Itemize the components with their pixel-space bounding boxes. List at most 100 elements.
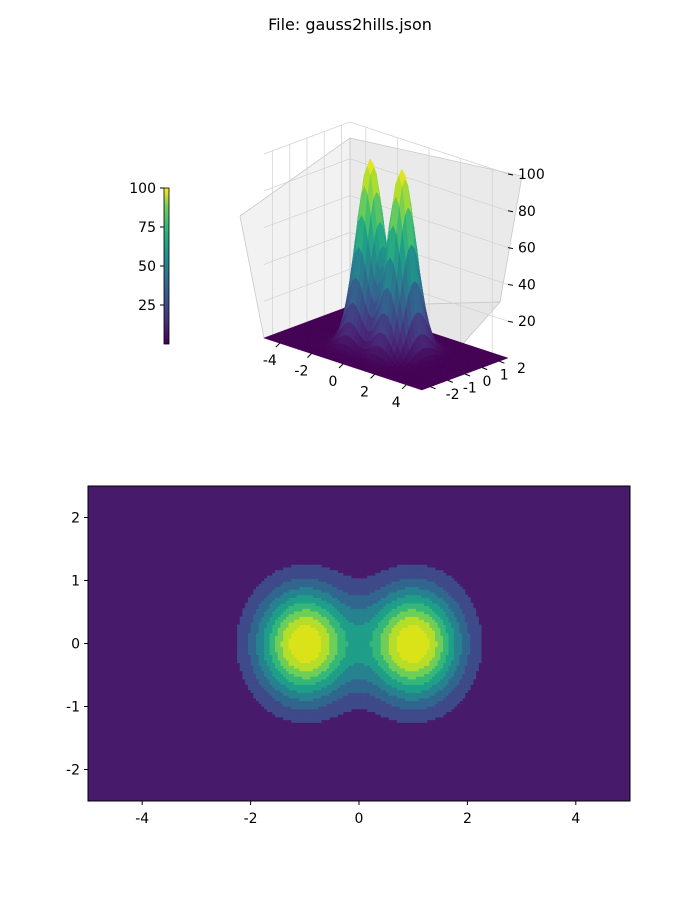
contour-cell bbox=[448, 681, 452, 685]
contour-cell bbox=[448, 632, 452, 636]
contour-cell bbox=[405, 608, 409, 612]
contour-cell bbox=[312, 692, 317, 696]
contour-cell bbox=[464, 635, 468, 639]
contour-cell bbox=[402, 678, 406, 683]
contour-cell bbox=[372, 670, 376, 674]
contour-cell bbox=[280, 684, 284, 688]
contour-cell bbox=[426, 697, 431, 702]
contour-cell bbox=[342, 665, 347, 669]
contour-cell bbox=[440, 610, 444, 615]
contour-cell bbox=[394, 616, 398, 620]
contour-cell bbox=[312, 627, 317, 631]
contour-cell bbox=[434, 665, 439, 669]
contour-cell bbox=[266, 689, 271, 693]
contour-cell bbox=[356, 659, 360, 664]
contour-cell bbox=[307, 627, 311, 631]
contour-cell bbox=[375, 686, 379, 691]
contour-cell bbox=[364, 700, 368, 704]
contour-cell bbox=[291, 684, 295, 688]
contour-cell bbox=[302, 654, 306, 658]
contour-cell bbox=[434, 711, 439, 715]
contour-cell bbox=[345, 667, 349, 672]
contour-cell bbox=[239, 638, 244, 642]
contour-cell bbox=[272, 654, 276, 658]
contour-cell bbox=[350, 657, 355, 661]
contour-cell bbox=[361, 703, 366, 707]
contour-cell bbox=[304, 665, 309, 669]
contour-cell bbox=[434, 648, 439, 653]
contour-cell bbox=[283, 643, 287, 647]
contour-cell bbox=[334, 708, 338, 712]
contour-cell bbox=[283, 716, 287, 721]
contour-cell bbox=[326, 700, 330, 704]
contour-cell bbox=[407, 648, 412, 653]
contour-cell bbox=[318, 684, 322, 688]
contour-cell bbox=[288, 654, 292, 658]
contour-cell bbox=[440, 608, 444, 612]
contour-cell bbox=[456, 686, 460, 691]
contour-cell bbox=[456, 627, 460, 631]
contour-cell bbox=[459, 670, 463, 674]
contour-cell bbox=[380, 646, 384, 650]
contour-cell bbox=[272, 667, 276, 672]
contour-cell bbox=[410, 621, 414, 626]
contour-cell bbox=[361, 624, 366, 628]
contour-cell bbox=[464, 662, 468, 666]
contour-cell bbox=[356, 678, 360, 683]
contour-cell bbox=[391, 659, 395, 664]
contour-cell bbox=[413, 711, 417, 715]
contour-cell bbox=[266, 638, 271, 642]
contour-cell bbox=[266, 708, 271, 712]
contour-cell bbox=[421, 670, 425, 674]
contour-cell bbox=[451, 640, 455, 645]
contour-cell bbox=[293, 619, 298, 623]
contour-cell bbox=[310, 684, 314, 688]
contour-cell bbox=[331, 624, 336, 628]
contour-cell bbox=[326, 616, 330, 620]
contour-cell bbox=[329, 605, 333, 609]
contour-cell bbox=[348, 638, 352, 642]
contour-cell bbox=[375, 635, 379, 639]
contour-cell bbox=[410, 667, 414, 672]
contour-cell bbox=[334, 629, 338, 634]
contour-cell bbox=[467, 684, 471, 688]
contour-cell bbox=[470, 654, 474, 658]
contour-cell bbox=[472, 648, 477, 653]
contour-cell bbox=[310, 711, 314, 715]
contour-cell bbox=[434, 670, 439, 674]
contour-cell bbox=[402, 716, 406, 721]
contour-cell bbox=[245, 629, 249, 634]
contour-cell bbox=[285, 659, 290, 664]
contour-cell bbox=[329, 686, 333, 691]
contour-cell bbox=[377, 651, 382, 655]
contour-cell bbox=[272, 610, 276, 615]
contour-cell bbox=[405, 719, 409, 723]
contour-cell bbox=[396, 648, 401, 653]
contour-cell bbox=[237, 657, 241, 661]
contour-cell bbox=[345, 708, 349, 712]
contour-cell bbox=[299, 673, 303, 677]
contour-cell bbox=[293, 657, 298, 661]
contour-cell bbox=[421, 689, 425, 693]
contour-cell bbox=[453, 610, 458, 615]
contour-cell bbox=[380, 613, 384, 617]
contour-cell bbox=[261, 646, 265, 650]
contour-cell bbox=[296, 678, 300, 683]
contour-cell bbox=[445, 610, 450, 615]
contour-cell bbox=[348, 673, 352, 677]
contour-cell bbox=[394, 640, 398, 645]
contour-cell bbox=[302, 643, 306, 647]
contour-cell bbox=[364, 619, 368, 623]
contour-cell bbox=[299, 605, 303, 609]
contour-cell bbox=[367, 708, 371, 712]
contour-cell bbox=[448, 703, 452, 707]
contour-cell bbox=[399, 619, 403, 623]
contour-cell bbox=[256, 667, 260, 672]
contour-cell bbox=[326, 619, 330, 623]
contour-cell bbox=[318, 711, 322, 715]
contour-cell bbox=[394, 689, 398, 693]
contour-cell bbox=[388, 640, 393, 645]
contour-cell bbox=[250, 640, 254, 645]
contour-cell bbox=[443, 624, 447, 628]
contour-cell bbox=[445, 703, 450, 707]
